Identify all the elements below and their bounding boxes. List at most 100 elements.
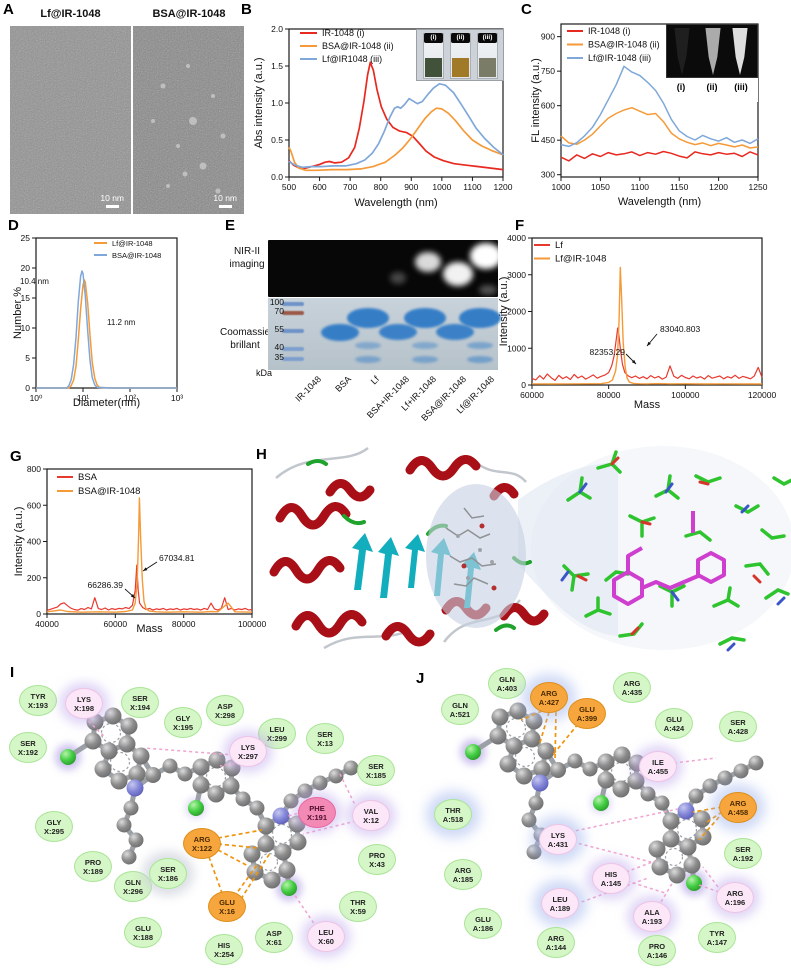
ladder-kda-100: 100 xyxy=(269,297,284,307)
residue-GLN-A:403: GLN A:403 xyxy=(488,668,526,699)
nir-tube-photo-inset: (i) (ii) (iii) xyxy=(666,24,758,102)
cuvette-liquid xyxy=(452,58,469,77)
tem-image-lf: 10 nm xyxy=(10,26,131,214)
annotation: 82353.29 xyxy=(590,347,626,357)
residue-LEU-A:189: LEU A:189 xyxy=(541,888,579,919)
residue-SER-A:192: SER A:192 xyxy=(724,838,762,869)
bound-ligand-sticks xyxy=(445,507,497,587)
x-axis-label: Wavelength (nm) xyxy=(618,196,701,208)
nir-band xyxy=(470,243,502,269)
tube-ii xyxy=(705,28,721,75)
x-tick-label: 60000 xyxy=(104,619,128,629)
residue-ASP-X:61: ASP X:61 xyxy=(255,922,293,953)
x-tick-label: 800 xyxy=(374,182,388,192)
x-tick-label: 10⁰ xyxy=(30,393,43,403)
residue-SER-X:13: SER X:13 xyxy=(306,723,344,754)
x-tick-label: 700 xyxy=(343,182,357,192)
residue-ARG-A:435: ARG A:435 xyxy=(613,672,651,703)
x-tick-label: 100000 xyxy=(238,619,267,629)
electrostatic-interaction xyxy=(698,816,720,841)
x-tick-label: 1000 xyxy=(432,182,451,192)
hydrophobic-interaction xyxy=(572,841,652,863)
lf-mass-spectrum-chart: 60000 80000 100000 120000 0 1000 2000 3000 4000 M… xyxy=(498,233,777,411)
x-tick-label: 500 xyxy=(282,182,296,192)
x-tick-label: 10³ xyxy=(171,393,183,403)
x-axis-label: Mass xyxy=(136,623,163,635)
legend-label: BSA@IR-1048 xyxy=(112,251,161,260)
panel-j-label: J xyxy=(416,670,425,687)
residue-ARG-A:185: ARG A:185 xyxy=(444,859,482,890)
protein-band xyxy=(347,308,389,328)
interaction-diagram-lf: TYR X:193 LYS X:198 SER X:194 GLY X:195 SER X:192… xyxy=(0,660,400,971)
x-tick-label: 1000 xyxy=(552,182,571,192)
x-tick-label: 600 xyxy=(312,182,326,192)
y-tick-label: 0 xyxy=(36,609,41,619)
panel-f-label: F xyxy=(515,217,525,234)
annotation: 11.2 nm xyxy=(107,318,136,327)
residue-sticks xyxy=(562,450,791,646)
residue-GLN-A:521: GLN A:521 xyxy=(441,694,479,725)
electrostatic-interaction xyxy=(217,849,249,867)
nir-band xyxy=(390,272,406,284)
y-tick-label: 800 xyxy=(27,464,41,474)
residue-TYR-X:193: TYR X:193 xyxy=(19,685,57,716)
residue-SER-A:428: SER A:428 xyxy=(719,711,757,742)
cuvette-ii: (ii) xyxy=(450,33,471,79)
plot-frame xyxy=(35,237,178,389)
panel-c-label: C xyxy=(521,1,532,18)
nir-tube-image xyxy=(666,24,758,78)
tube-label-iii: (iii) xyxy=(734,82,748,92)
tube-i xyxy=(674,28,690,75)
series-Lf@IR-1048 xyxy=(560,65,759,148)
residue-SER-X:185: SER X:185 xyxy=(357,755,395,786)
coomassie-caption: Coomassie brillant xyxy=(219,327,271,351)
scale-bar-bsa: 10 nm xyxy=(213,193,237,208)
protein-band xyxy=(321,323,359,341)
plot-frame xyxy=(560,23,759,178)
y-tick-label: 0.5 xyxy=(271,135,283,145)
nir-gel-image xyxy=(268,240,502,297)
electrostatic-interaction xyxy=(554,711,557,761)
residue-ARG-A:196: ARG A:196 xyxy=(716,882,754,913)
annotation: 10.4 nm xyxy=(20,277,49,286)
y-tick-label: 200 xyxy=(27,573,41,583)
y-tick-label: 0 xyxy=(25,383,30,393)
y-tick-label: 3000 xyxy=(507,270,526,280)
y-tick-label: 0.0 xyxy=(271,172,283,182)
panel-h-label: H xyxy=(256,446,267,463)
x-axis-label: Mass xyxy=(634,399,661,411)
residue-GLU-A:424: GLU A:424 xyxy=(655,708,693,739)
ladder-kda-70: 70 xyxy=(274,306,284,316)
protein-band xyxy=(436,324,474,340)
tube-label-ii: (ii) xyxy=(706,82,718,92)
panel-e-label: E xyxy=(225,217,236,234)
scale-bar xyxy=(218,205,232,208)
residue-PRO-X:43: PRO X:43 xyxy=(358,844,396,875)
hydrophobic-interaction xyxy=(702,866,719,888)
cuvette-label-ii: (ii) xyxy=(451,33,470,43)
electrostatic-interaction xyxy=(703,811,723,825)
residue-PRO-X:189: PRO X:189 xyxy=(74,851,112,882)
x-tick-label: 60000 xyxy=(520,390,544,400)
cuvette-liquid xyxy=(479,58,496,77)
x-tick-label: 1100 xyxy=(631,182,650,192)
y-tick-label: 1.5 xyxy=(271,61,283,71)
absorbance-chart: 500 600 700 800 900 1000 1100 1200 0.0 0.5 1.0 1.5 2… xyxy=(253,24,513,209)
y-tick-label: 600 xyxy=(541,101,555,111)
ladder-band xyxy=(282,347,304,351)
y-tick-label: 1000 xyxy=(507,343,526,353)
residue-LYS-X:297: LYS X:297 xyxy=(229,736,267,767)
protein-band xyxy=(355,341,381,349)
protein-band xyxy=(459,308,501,328)
y-axis-label: FL intensity (a.u.) xyxy=(530,58,542,143)
y-tick-label: 600 xyxy=(27,500,41,510)
residue-THR-A:518: THR A:518 xyxy=(434,799,472,830)
x-tick-label: 120000 xyxy=(748,390,777,400)
protein-band xyxy=(355,355,381,363)
x-axis-label: Wavelength (nm) xyxy=(354,197,437,209)
cuvette-iii: (iii) xyxy=(477,33,498,79)
y-tick-label: 400 xyxy=(27,537,41,547)
legend-label: Lf@IR1048 (iii) xyxy=(322,54,382,64)
protein-band xyxy=(404,308,446,328)
